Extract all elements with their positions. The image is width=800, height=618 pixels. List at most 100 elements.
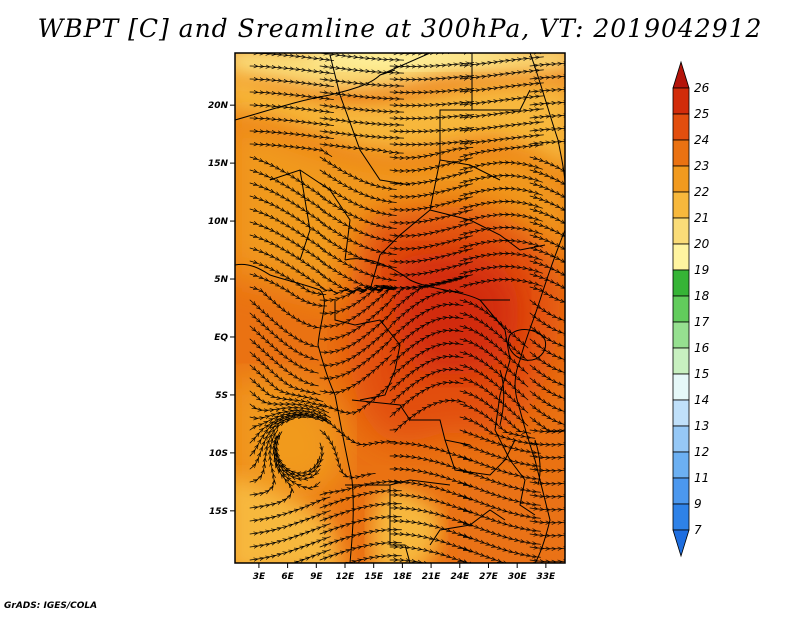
colorbar-label: 18 — [694, 289, 710, 303]
streamline — [600, 469, 680, 495]
streamline — [530, 37, 614, 40]
streamline — [600, 274, 673, 293]
colorbar-swatch — [672, 60, 690, 89]
streamline — [529, 235, 565, 274]
streamline — [249, 118, 334, 126]
streamline — [600, 287, 672, 293]
streamline — [389, 76, 475, 80]
streamline — [600, 326, 666, 378]
streamline — [319, 144, 404, 153]
border-sahara-1 — [235, 69, 396, 121]
plot-frame — [234, 52, 566, 564]
colorbar-swatch — [672, 243, 690, 271]
plot-area — [235, 37, 684, 563]
streamline — [529, 141, 565, 144]
streamline — [319, 118, 405, 125]
x-tick-label: 12E — [336, 572, 356, 582]
streamline — [529, 351, 565, 374]
streamline — [600, 131, 684, 139]
streamline — [459, 57, 544, 66]
border-sahara-3 — [439, 53, 501, 181]
streamline — [319, 429, 376, 478]
colorbar-label: 24 — [694, 133, 709, 147]
footer-credit: GrADS: IGES/COLA — [4, 601, 98, 611]
colorbar-swatch — [672, 425, 690, 453]
streamline — [459, 202, 543, 210]
streamline — [459, 215, 543, 223]
x-tick-label: 30E — [508, 572, 528, 582]
streamline — [600, 287, 666, 339]
streamline — [529, 524, 565, 536]
colorbar-label: 23 — [694, 159, 709, 173]
streamline — [600, 209, 676, 243]
colorbar-swatch — [672, 451, 690, 479]
y-tick-label: 20N — [208, 101, 229, 111]
streamline — [319, 79, 405, 86]
coastlines-and-borders — [235, 53, 565, 563]
streamline — [529, 299, 565, 322]
lake-malawi — [534, 439, 541, 486]
streamline — [459, 109, 544, 118]
colorbar-label: 20 — [694, 237, 710, 251]
streamline — [250, 40, 334, 48]
streamline — [320, 40, 404, 47]
streamline — [460, 44, 544, 53]
colorbar-swatch — [672, 321, 690, 349]
chart-title: WBPT [C] and Sreamline at 300hPa, VT: 20… — [37, 14, 763, 43]
streamline — [600, 118, 684, 126]
streamline — [529, 433, 565, 445]
y-tick-label: EQ — [214, 333, 228, 343]
streamline — [249, 131, 334, 139]
streamline — [529, 209, 565, 248]
streamline — [600, 248, 676, 282]
streamline — [600, 508, 680, 534]
streamline — [600, 379, 666, 430]
streamline — [529, 274, 565, 293]
streamline — [459, 189, 543, 197]
streamline — [600, 456, 680, 482]
streamline — [600, 79, 684, 87]
border-angola-south — [345, 479, 451, 486]
streamline — [529, 417, 565, 432]
streamline — [600, 235, 676, 269]
streamline — [600, 287, 671, 313]
y-tick-label: 15N — [208, 159, 229, 169]
streamline — [600, 92, 684, 100]
streamline — [600, 261, 675, 292]
streamline — [600, 144, 684, 152]
streamline — [529, 390, 565, 413]
colorbar-swatch — [672, 139, 690, 167]
streamline — [529, 498, 565, 510]
streamline — [459, 280, 543, 288]
border-botswana — [429, 509, 506, 546]
streamline — [319, 53, 405, 60]
colorbar-swatch — [672, 529, 690, 558]
x-tick-label: 24E — [450, 572, 470, 582]
colorbar-label: 17 — [694, 315, 710, 329]
streamline — [529, 511, 565, 523]
nile-border — [472, 89, 531, 111]
streamline — [459, 241, 543, 249]
streamline — [529, 312, 565, 335]
streamline — [529, 183, 565, 222]
border-west-2 — [299, 169, 311, 261]
streamline — [459, 254, 543, 262]
streamline — [459, 267, 543, 275]
streamline — [600, 430, 680, 456]
border-sudan-south — [429, 209, 546, 251]
streamline — [389, 115, 475, 119]
border-car — [344, 258, 510, 301]
streamline — [389, 128, 475, 132]
colorbar-label: 11 — [694, 471, 709, 485]
x-tick-label: 18E — [393, 572, 413, 582]
colorbar-swatch — [672, 347, 690, 375]
colorbar-label: 7 — [694, 523, 702, 537]
colorbar-swatch — [672, 399, 690, 427]
coastline-west — [235, 263, 354, 563]
streamline — [319, 131, 405, 138]
x-tick-label: 6E — [281, 572, 294, 582]
colorbar-label: 15 — [694, 367, 709, 381]
streamline — [529, 550, 565, 562]
streamline — [529, 403, 565, 426]
